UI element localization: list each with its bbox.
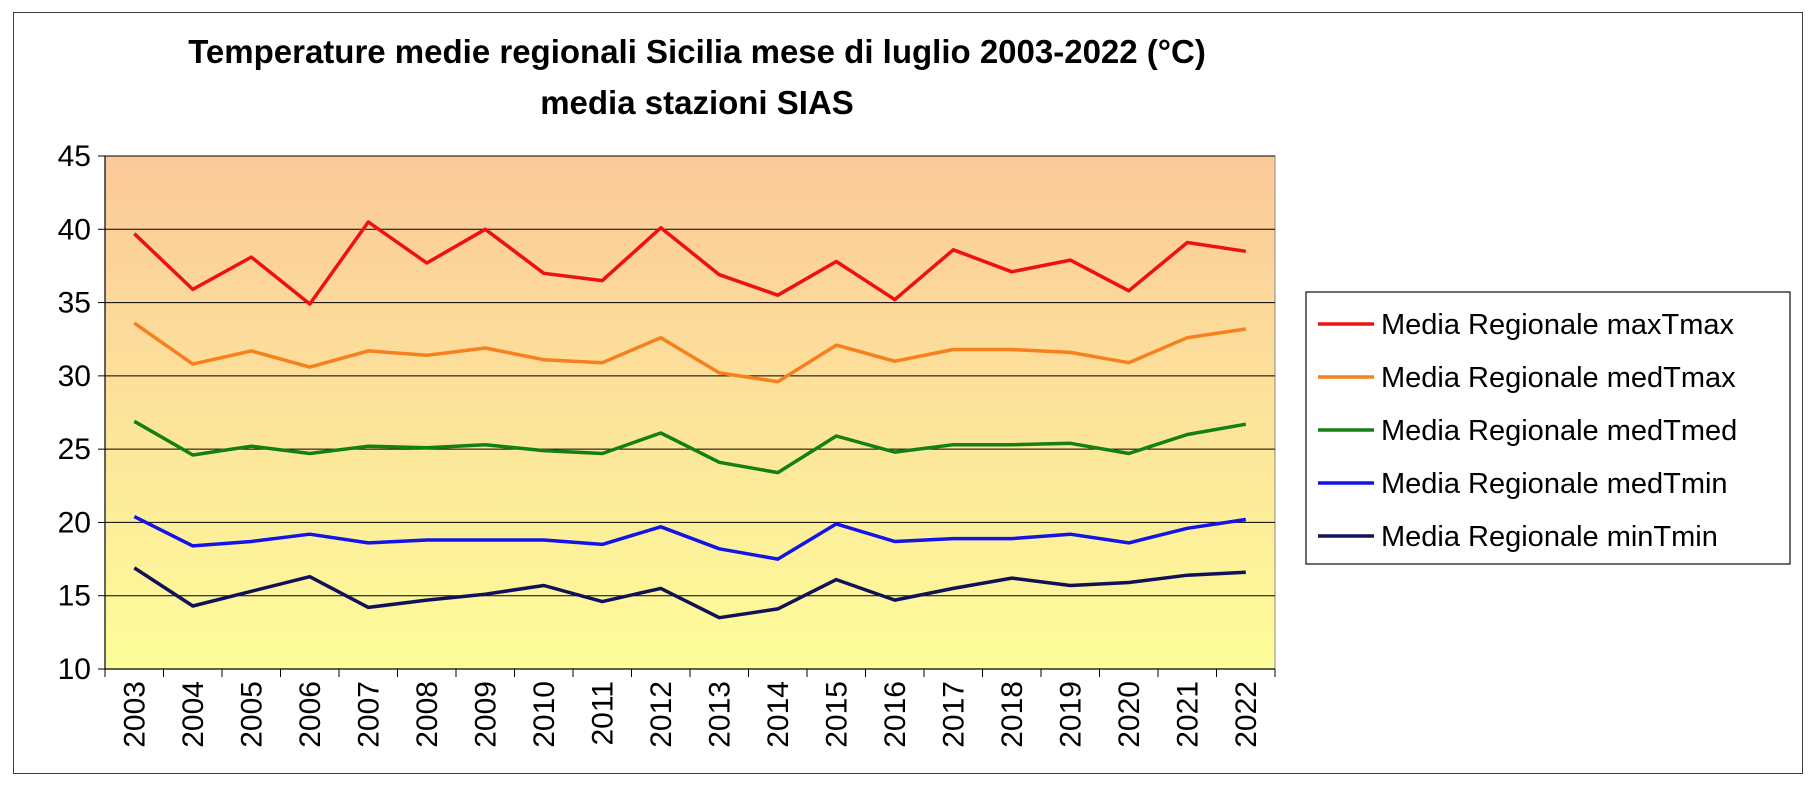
x-tick-label: 2013 — [703, 681, 736, 748]
series-line-5 — [133, 566, 1246, 620]
x-tick-label: 2009 — [469, 681, 502, 748]
legend-label: Media Regionale medTmax — [1381, 362, 1736, 394]
plot-area — [104, 155, 1276, 670]
legend-label: Media Regionale medTmed — [1381, 415, 1737, 447]
y-tick-label: 40 — [58, 213, 91, 246]
legend-label: Media Regionale maxTmax — [1381, 309, 1734, 341]
x-axis-ticks: 2003 2004 2005 2006 2007 2008 2009 2010 2011 2012… — [118, 681, 1263, 748]
x-tick-label: 2018 — [996, 681, 1029, 748]
y-tick-label: 20 — [58, 506, 91, 539]
y-tick-label: 15 — [58, 580, 91, 613]
y-tick-label: 25 — [58, 433, 91, 466]
x-tick-label: 2020 — [1113, 681, 1146, 748]
legend-label: Media Regionale medTmin — [1381, 468, 1728, 500]
y-tick-label: 35 — [58, 287, 91, 320]
chart-subtitle: media stazioni SIAS — [540, 84, 854, 121]
x-tick-label: 2022 — [1230, 681, 1263, 748]
x-tick-label: 2008 — [411, 681, 444, 748]
x-tick-label: 2014 — [762, 681, 795, 748]
legend: Media Regionale maxTmax Media Regionale m… — [1305, 291, 1791, 565]
x-tick-label: 2012 — [645, 681, 678, 748]
series-lines — [133, 220, 1247, 620]
series-line-2 — [133, 321, 1247, 384]
x-tick-label: 2010 — [528, 681, 561, 748]
series-line-1 — [133, 220, 1247, 306]
legend-box — [1305, 291, 1791, 565]
x-tick-label: 2021 — [1171, 681, 1204, 748]
x-tick-label: 2005 — [235, 681, 268, 748]
y-tick-label: 45 — [58, 140, 91, 173]
x-tick-label: 2003 — [118, 681, 151, 748]
y-tick-label: 30 — [58, 360, 91, 393]
x-tick-label: 2016 — [879, 681, 912, 748]
series-line-3 — [133, 419, 1247, 475]
x-tick-label: 2019 — [1054, 681, 1087, 748]
gridlines — [105, 155, 1275, 597]
x-tick-label: 2011 — [586, 681, 619, 746]
x-tick-label: 2017 — [937, 681, 970, 748]
legend-label: Media Regionale minTmin — [1381, 521, 1718, 553]
x-tick-label: 2015 — [820, 681, 853, 748]
x-tick-label: 2006 — [294, 681, 327, 748]
axes — [98, 155, 1276, 677]
x-tick-label: 2004 — [177, 681, 210, 748]
chart-title: Temperature medie regionali Sicilia mese… — [188, 33, 1206, 70]
series-line-4 — [133, 515, 1247, 561]
y-tick-label: 10 — [58, 653, 91, 686]
y-axis-ticks: 10 15 20 25 30 35 40 45 — [58, 140, 91, 686]
x-tick-label: 2007 — [352, 681, 385, 748]
